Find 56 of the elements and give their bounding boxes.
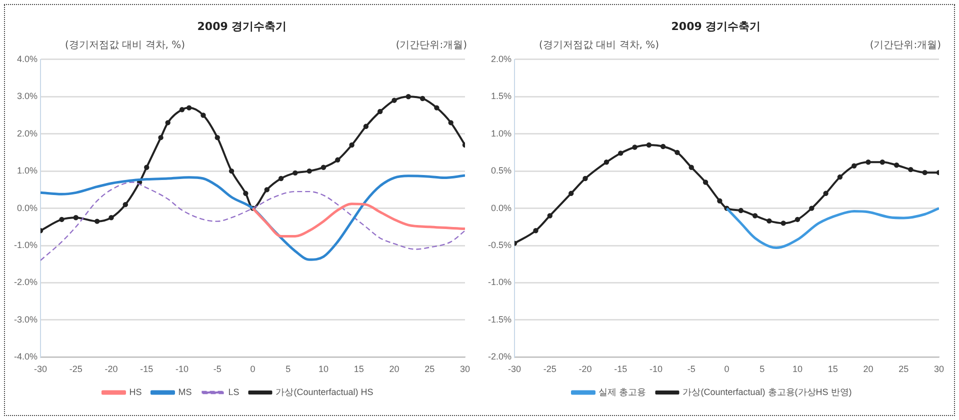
x-tick-label: -5 <box>213 364 222 374</box>
y-tick-label: -1.5% <box>488 314 512 324</box>
x-tick-label: 0 <box>250 364 256 374</box>
y-tick-label: 2.0% <box>16 128 38 138</box>
y-tick-label: -1.0% <box>14 240 38 250</box>
x-tick-label: -10 <box>650 364 663 374</box>
x-tick-label: -25 <box>543 364 556 374</box>
y-tick-label: 2.0% <box>490 54 512 64</box>
x-tick-label: 25 <box>424 364 435 374</box>
y-axis-title: (경기저점값 대비 격차, %) <box>65 39 186 52</box>
x-tick-label: 30 <box>934 364 944 374</box>
y-tick-label: -2.0% <box>488 352 512 362</box>
x-tick-label: 20 <box>863 364 874 374</box>
x-tick-label: 30 <box>460 364 470 374</box>
y-tick-label: 4.0% <box>16 54 38 64</box>
y-tick-label: 3.0% <box>16 91 38 102</box>
y-tick-label: 0.0% <box>16 202 38 213</box>
x-tick-label: -15 <box>614 364 628 374</box>
x-tick-label: 15 <box>354 364 364 374</box>
x-tick-label: 10 <box>792 364 803 374</box>
y-tick-label: -4.0% <box>14 352 38 362</box>
x-tick-label: 10 <box>318 364 329 374</box>
y-tick-label: 0.5% <box>490 166 512 176</box>
x-axis-title: (기간단위:개월) <box>396 39 467 52</box>
x-tick-label: 20 <box>389 364 400 374</box>
y-tick-label: 1.0% <box>16 166 38 176</box>
x-tick-label: 25 <box>898 364 909 374</box>
x-tick-label: 5 <box>760 364 765 374</box>
chart-title: 2009 경기수축기 <box>196 19 288 34</box>
y-axis-title: (경기저점값 대비 격차, %) <box>539 39 660 52</box>
x-tick-label: -20 <box>104 364 118 374</box>
legend-label: 가상(Counterfactual) HS <box>276 386 374 397</box>
x-tick-label: 5 <box>286 364 291 374</box>
x-tick-label: -25 <box>69 364 82 374</box>
legend-label: HS <box>129 386 142 397</box>
y-tick-label: 1.0% <box>490 128 512 138</box>
x-tick-label: -15 <box>140 364 154 374</box>
legend-label: 가상(Counterfactual) 총고용(가상HS 반영) <box>682 386 852 397</box>
y-tick-label: -3.0% <box>14 314 38 324</box>
x-tick-label: -30 <box>34 364 48 374</box>
y-tick-label: 1.5% <box>490 91 512 102</box>
x-tick-label: -20 <box>578 364 592 374</box>
x-tick-label: -10 <box>176 364 189 374</box>
y-tick-label: -1.0% <box>488 277 512 288</box>
x-tick-label: 15 <box>828 364 838 374</box>
legend-label: LS <box>228 386 240 397</box>
chart-title: 2009 경기수축기 <box>670 19 762 34</box>
legend-label: 실제 총고용 <box>598 386 646 397</box>
x-tick-label: 0 <box>724 364 730 374</box>
x-tick-label: -30 <box>508 364 522 374</box>
x-tick-label: -5 <box>687 364 696 374</box>
y-tick-label: -0.5% <box>488 240 512 250</box>
x-axis-title: (기간단위:개월) <box>870 39 941 52</box>
y-tick-label: 0.0% <box>490 202 512 213</box>
y-tick-label: -2.0% <box>14 277 38 288</box>
legend-label: MS <box>178 386 192 397</box>
